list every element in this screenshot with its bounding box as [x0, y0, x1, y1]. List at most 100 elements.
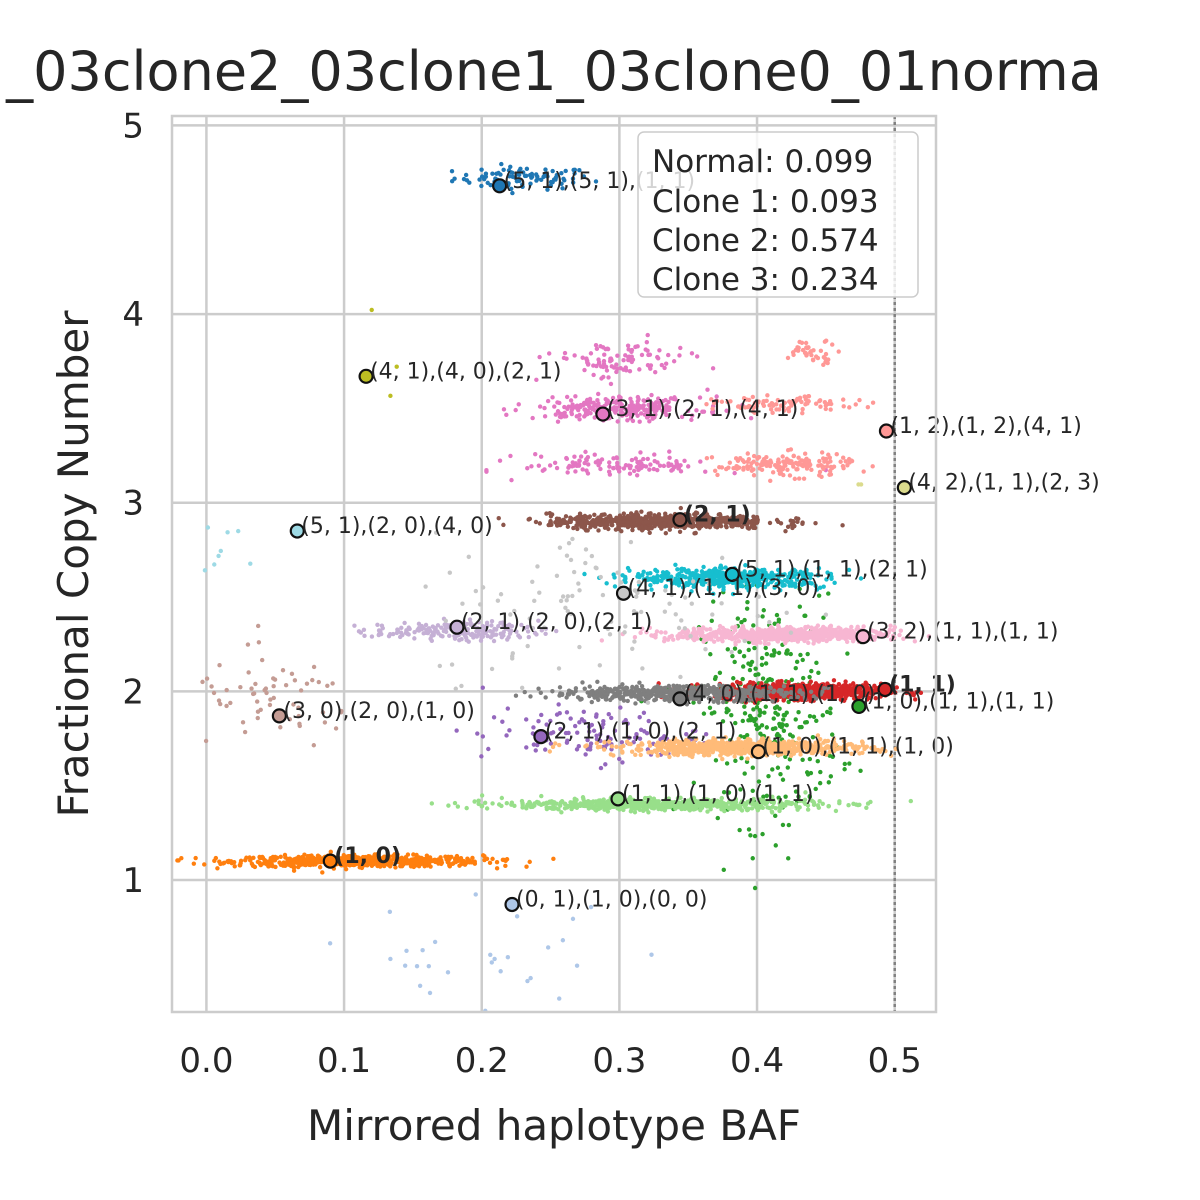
data-point [413, 860, 419, 865]
data-point [806, 399, 811, 404]
data-point [766, 677, 771, 683]
data-point [633, 344, 638, 350]
data-point [745, 451, 750, 456]
data-point [821, 615, 826, 620]
data-point [509, 477, 514, 483]
data-point [674, 463, 679, 468]
data-point [572, 167, 578, 172]
data-point [795, 519, 800, 525]
data-point [796, 710, 801, 715]
data-point [315, 859, 321, 864]
data-point [548, 179, 554, 185]
data-point [649, 952, 654, 957]
data-point [742, 617, 747, 623]
data-point [586, 462, 591, 467]
data-point [774, 517, 780, 523]
data-point [369, 856, 375, 862]
data-point [507, 728, 512, 733]
data-point [633, 701, 638, 706]
data-point [557, 685, 563, 690]
data-point [784, 723, 789, 728]
data-point [516, 172, 522, 178]
data-point [579, 403, 584, 408]
data-point [365, 859, 371, 864]
data-point [508, 164, 513, 169]
data-point [804, 770, 810, 775]
data-point [570, 180, 576, 185]
data-point [737, 649, 743, 654]
data-point [545, 945, 551, 950]
data-point [784, 651, 790, 656]
data-point [711, 599, 716, 604]
data-point [828, 407, 833, 412]
data-point [306, 862, 312, 868]
data-point [641, 710, 647, 715]
data-point [814, 718, 819, 724]
data-point [330, 681, 335, 686]
data-point [497, 458, 503, 463]
data-point [376, 861, 381, 866]
data-point [831, 464, 837, 469]
data-point [760, 831, 765, 837]
data-point [703, 469, 708, 474]
data-point [764, 454, 769, 460]
data-point [536, 463, 542, 468]
data-point [705, 387, 710, 392]
data-point [273, 854, 278, 860]
data-point [763, 645, 768, 651]
data-point [521, 170, 526, 175]
data-point [548, 183, 554, 188]
data-point [658, 688, 664, 693]
data-point [783, 754, 788, 759]
data-point [541, 174, 546, 180]
data-point [652, 513, 657, 518]
data-point [783, 794, 788, 799]
data-point [764, 725, 770, 730]
data-point [544, 171, 550, 177]
data-point [257, 861, 263, 867]
data-point [250, 863, 256, 868]
data-point [749, 659, 755, 665]
data-point [836, 682, 842, 687]
data-point [565, 691, 571, 697]
data-point [732, 470, 737, 476]
data-point [715, 472, 720, 478]
data-point [741, 465, 746, 471]
data-point [432, 859, 438, 864]
data-point [561, 355, 567, 361]
data-point [701, 564, 706, 570]
data-point [557, 711, 562, 716]
data-point [773, 843, 778, 848]
data-point [490, 856, 495, 862]
data-point [522, 689, 527, 695]
data-point [645, 688, 651, 693]
data-point [750, 856, 755, 861]
data-point [516, 402, 521, 407]
data-point [770, 767, 775, 772]
data-point [766, 773, 771, 779]
data-point [698, 459, 703, 464]
data-point [594, 690, 599, 695]
data-point [388, 956, 393, 962]
data-point [528, 694, 533, 699]
data-point [447, 864, 453, 869]
data-point [815, 758, 820, 764]
data-point [804, 462, 810, 468]
data-point [393, 865, 398, 870]
data-point [305, 853, 311, 859]
data-point [783, 528, 788, 534]
data-point [584, 397, 590, 403]
data-point [606, 515, 611, 520]
data-point [603, 696, 608, 701]
data-point [740, 676, 745, 682]
data-point [222, 860, 227, 866]
data-point [572, 454, 577, 459]
data-point [663, 361, 669, 366]
data-point [667, 455, 672, 460]
data-point [202, 862, 207, 867]
data-point [501, 167, 506, 172]
data-point [741, 654, 747, 659]
data-point [751, 467, 756, 472]
data-point [744, 733, 750, 738]
